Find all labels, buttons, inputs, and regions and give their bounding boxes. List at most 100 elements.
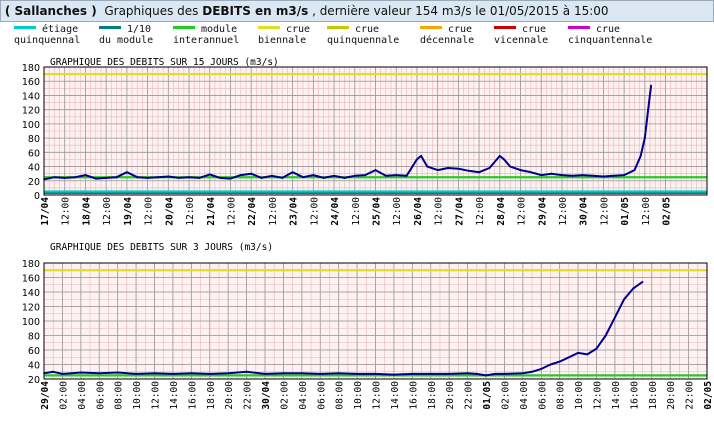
x-tick-label: 12:00 <box>392 197 403 226</box>
series-point <box>271 174 273 177</box>
series-point <box>405 174 408 177</box>
x-tick-label: 18/04 <box>81 197 92 226</box>
series-point <box>467 169 470 172</box>
y-tick-label: 40 <box>28 163 40 174</box>
series-point <box>172 373 174 375</box>
x-tick-label: 12:00 <box>351 197 362 226</box>
series-point <box>291 171 294 174</box>
y-tick-label: 100 <box>22 317 40 328</box>
series-point <box>356 373 358 375</box>
x-tick-label: 04:00 <box>77 381 88 410</box>
series-point <box>116 371 119 374</box>
x-tick-label: 18:00 <box>427 381 438 410</box>
y-tick-label: 140 <box>22 288 40 299</box>
series-point <box>364 174 367 176</box>
legend-sublabel: interannuel <box>173 35 240 46</box>
x-tick-label: 28/04 <box>496 197 507 226</box>
series-point <box>264 373 266 375</box>
series-point <box>219 177 222 179</box>
series-point <box>586 353 589 356</box>
plot-frame <box>43 262 708 380</box>
series-point <box>353 174 356 177</box>
series-point <box>281 177 284 179</box>
series-point <box>648 101 650 104</box>
x-tick-label: 04:00 <box>519 381 530 410</box>
series-point <box>190 372 193 375</box>
x-tick-label: 12:00 <box>599 197 610 226</box>
series-point <box>485 374 487 377</box>
legend-sublabel: décennale <box>420 35 475 46</box>
series-point <box>531 370 533 373</box>
series-point <box>393 373 395 376</box>
x-tick-label: 14:00 <box>390 381 401 410</box>
chart-1: GRAPHIQUE DES DEBITS SUR 15 JOURS (m3/s)… <box>22 57 708 226</box>
series-point <box>577 352 579 354</box>
y-tick-label: 40 <box>28 361 40 372</box>
title-suffix: , dernière valeur 154 m3/s le 01/05/2015… <box>308 4 609 18</box>
legend-label: crue <box>286 24 311 35</box>
series-point <box>494 373 497 375</box>
y-tick-label: 100 <box>22 120 40 131</box>
series-point <box>98 372 101 375</box>
x-tick-label: 22:00 <box>464 381 475 410</box>
plot-frame <box>43 66 708 196</box>
x-tick-label: 26/04 <box>413 197 424 226</box>
title-prefix: Graphiques des <box>104 4 203 18</box>
series-point <box>595 347 598 350</box>
series-point <box>623 298 626 301</box>
series-point <box>623 174 626 176</box>
legend-swatch <box>568 26 590 29</box>
series-point <box>411 373 414 375</box>
series-point <box>503 373 506 375</box>
series-point <box>79 371 82 374</box>
series-point <box>63 177 66 179</box>
x-tick-label: 08:00 <box>114 381 125 410</box>
series-point <box>447 167 449 169</box>
series-point <box>521 372 524 375</box>
x-tick-label: 10:00 <box>353 381 364 410</box>
x-tick-label: 12:00 <box>151 381 162 410</box>
series-point <box>395 174 398 176</box>
y-tick-label: 0 <box>34 191 40 202</box>
x-tick-label: 10:00 <box>574 381 585 410</box>
series-point <box>498 154 501 157</box>
legend-label: crue <box>596 24 621 35</box>
series-point <box>177 177 180 179</box>
series-point <box>374 169 377 172</box>
series-point <box>319 373 322 375</box>
legend-swatch <box>99 26 121 29</box>
series-point <box>229 177 232 180</box>
x-tick-label: 14:00 <box>169 381 180 410</box>
x-tick-label: 02:00 <box>500 381 511 410</box>
legend-label: crue <box>522 24 547 35</box>
series-point <box>475 373 478 375</box>
x-tick-label: 06:00 <box>95 381 106 410</box>
x-tick-label: 16:00 <box>187 381 198 410</box>
x-tick-label: 06:00 <box>537 381 548 410</box>
series-point <box>614 316 616 319</box>
series-point <box>466 372 469 375</box>
x-tick-label: 20:00 <box>666 381 677 410</box>
chart-title: GRAPHIQUE DES DEBITS SUR 15 JOURS (m3/s) <box>50 57 279 68</box>
legend-sublabel: cinquantennale <box>568 35 653 46</box>
x-tick-label: 02:00 <box>279 381 290 410</box>
x-tick-label: 12:00 <box>434 197 445 226</box>
series-point <box>549 363 552 366</box>
y-tick-label: 20 <box>28 375 40 386</box>
x-tick-label: 21/04 <box>206 197 217 226</box>
y-tick-label: 20 <box>28 177 40 188</box>
x-tick-label: 16:00 <box>408 381 419 410</box>
series-point <box>239 174 242 176</box>
series-point <box>529 171 532 174</box>
series-point <box>558 360 561 363</box>
series-point <box>632 287 635 290</box>
series-point <box>74 176 76 179</box>
series-point <box>509 165 512 168</box>
legend-swatch <box>14 26 36 29</box>
x-tick-label: 30/04 <box>579 197 590 226</box>
y-tick-label: 140 <box>22 91 40 102</box>
legend-label: module <box>201 24 238 35</box>
series-point <box>426 165 429 168</box>
x-tick-label: 12:00 <box>593 381 604 410</box>
